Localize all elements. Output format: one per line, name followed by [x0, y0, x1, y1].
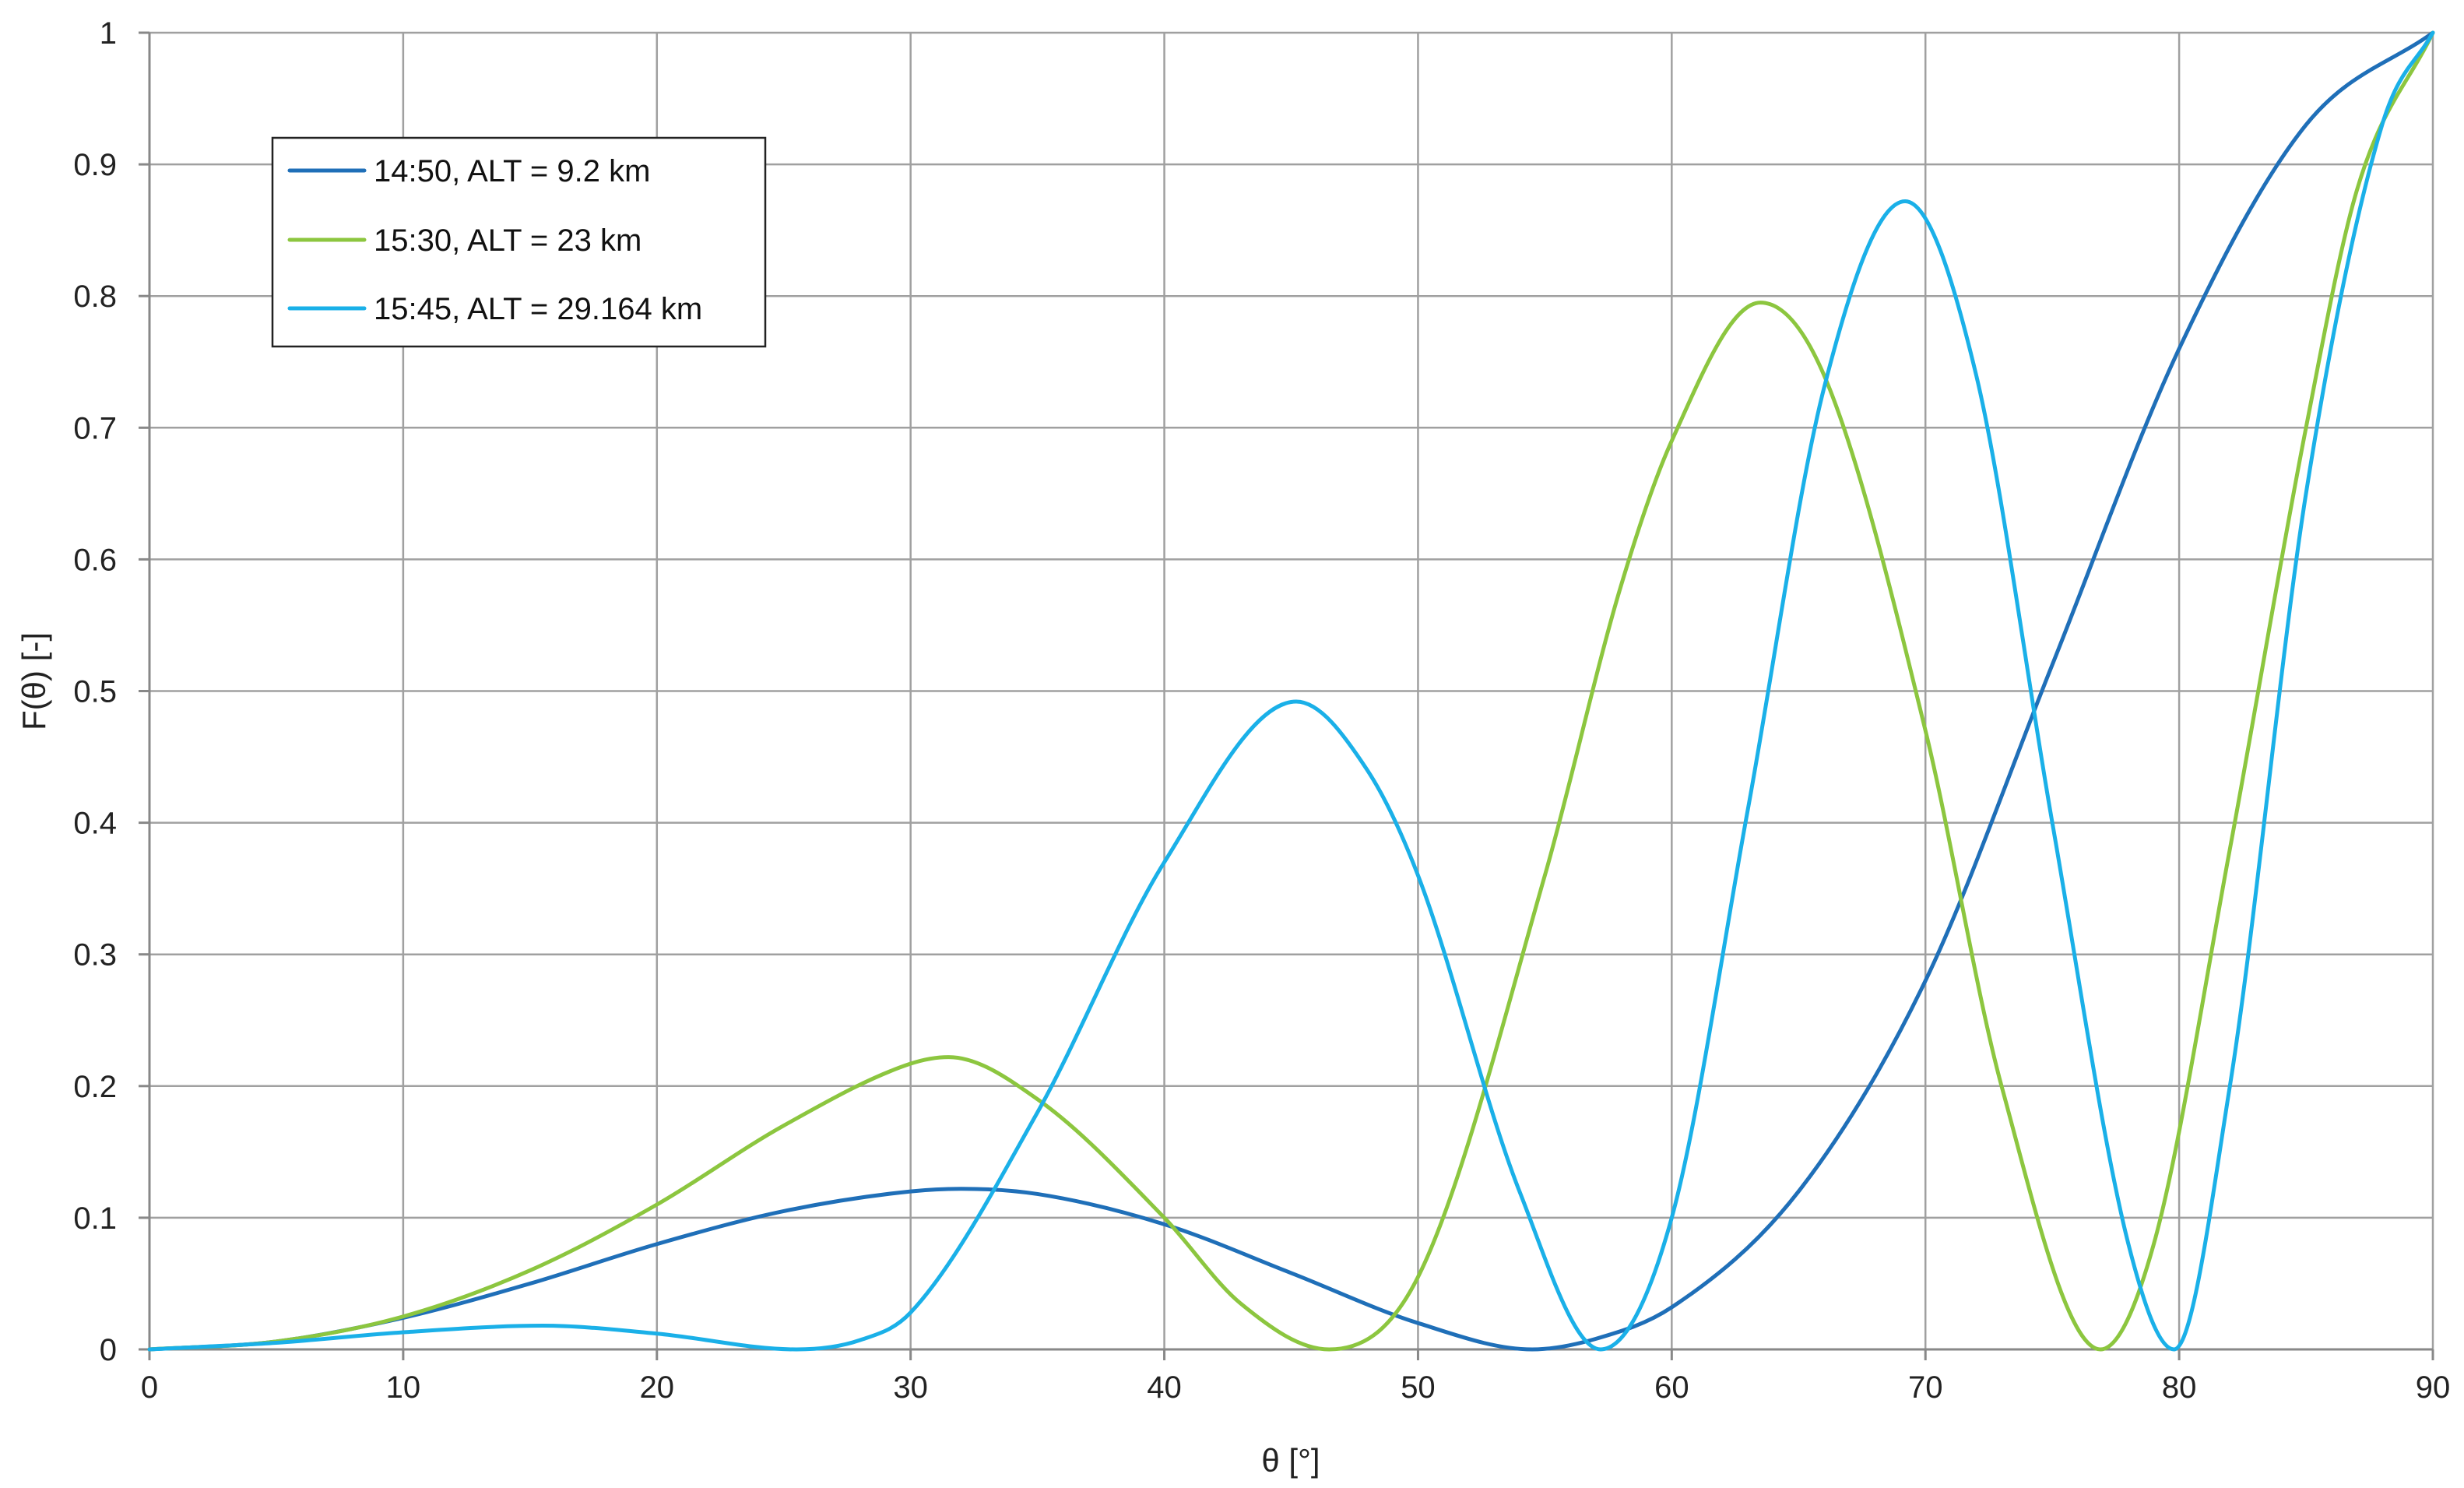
y-tick-label: 0.2: [73, 1070, 117, 1104]
legend-label-1: 14:50, ALT = 9.2 km: [374, 154, 650, 188]
x-tick-label: 90: [2416, 1370, 2451, 1405]
x-axis-title: θ [°]: [1261, 1442, 1320, 1479]
x-tick-label: 20: [640, 1370, 675, 1405]
y-tick-label: 0.7: [73, 411, 117, 445]
series-line-1: [147, 30, 2435, 1352]
x-tick-label: 80: [2162, 1370, 2197, 1405]
y-tick-label: 0.9: [73, 148, 117, 182]
axes: [139, 31, 2434, 1360]
legend-items: 14:50, ALT = 9.2 km 15:30, ALT = 23 km 15:…: [287, 154, 702, 326]
y-tick-label: 0.6: [73, 543, 117, 577]
series-lines: [147, 30, 2435, 1352]
series-line-2: [147, 30, 2435, 1352]
x-tick-labels: 0 10 20 30 40 50 60 70 80 90: [141, 1370, 2450, 1405]
x-tick-label: 50: [1401, 1370, 1436, 1405]
legend-box: [271, 136, 767, 348]
legend-label-3: 15:45, ALT = 29.164 km: [374, 292, 702, 326]
x-tick-label: 70: [1908, 1370, 1943, 1405]
y-tick-label: 0: [100, 1333, 117, 1367]
x-tick-label: 0: [141, 1370, 158, 1405]
x-tick-label: 40: [1147, 1370, 1182, 1405]
legend-label-2: 15:30, ALT = 23 km: [374, 223, 641, 258]
x-tick-label: 10: [386, 1370, 421, 1405]
y-tick-label: 0.1: [73, 1201, 117, 1236]
x-tick-label: 30: [893, 1370, 928, 1405]
y-tick-label: 0.4: [73, 807, 117, 841]
y-tick-label: 0.3: [73, 938, 117, 973]
y-axis-title: F(θ) [-]: [16, 632, 52, 730]
y-tick-label: 0.8: [73, 280, 117, 314]
x-tick-label: 60: [1654, 1370, 1689, 1405]
legend: 14:50, ALT = 9.2 km 15:30, ALT = 23 km 15:…: [271, 136, 767, 348]
y-tick-label: 0.5: [73, 675, 117, 709]
series-line-3: [147, 30, 2435, 1352]
y-tick-label: 1: [100, 16, 117, 51]
y-tick-labels: 0 0.1 0.2 0.3 0.4 0.5 0.6 0.7 0.8 0.9 1: [73, 16, 117, 1367]
